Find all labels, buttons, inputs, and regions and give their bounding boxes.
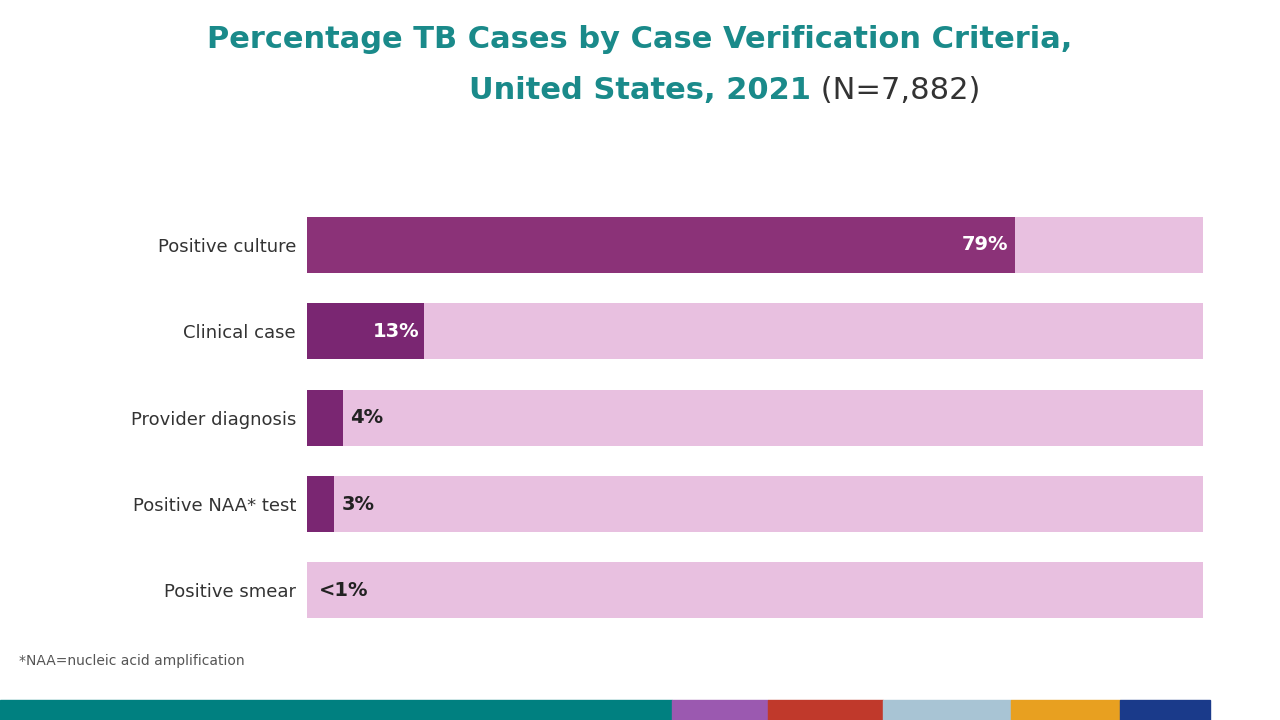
- Text: 4%: 4%: [351, 408, 383, 427]
- Bar: [307, 303, 1203, 359]
- Text: 3%: 3%: [342, 495, 374, 513]
- Text: *NAA=nucleic acid amplification: *NAA=nucleic acid amplification: [19, 654, 244, 668]
- Bar: [307, 476, 1203, 532]
- Bar: [307, 476, 334, 532]
- Text: 13%: 13%: [372, 322, 419, 341]
- Bar: [307, 303, 424, 359]
- Bar: [307, 562, 1203, 618]
- Text: United States, 2021: United States, 2021: [468, 76, 812, 104]
- Bar: [307, 217, 1203, 273]
- Bar: [307, 390, 343, 446]
- Text: 79%: 79%: [961, 235, 1007, 254]
- Text: <1%: <1%: [319, 581, 369, 600]
- Text: (N=7,882): (N=7,882): [812, 76, 980, 104]
- Text: Percentage TB Cases by Case Verification Criteria,: Percentage TB Cases by Case Verification…: [207, 25, 1073, 54]
- Bar: [307, 217, 1015, 273]
- Bar: [307, 390, 1203, 446]
